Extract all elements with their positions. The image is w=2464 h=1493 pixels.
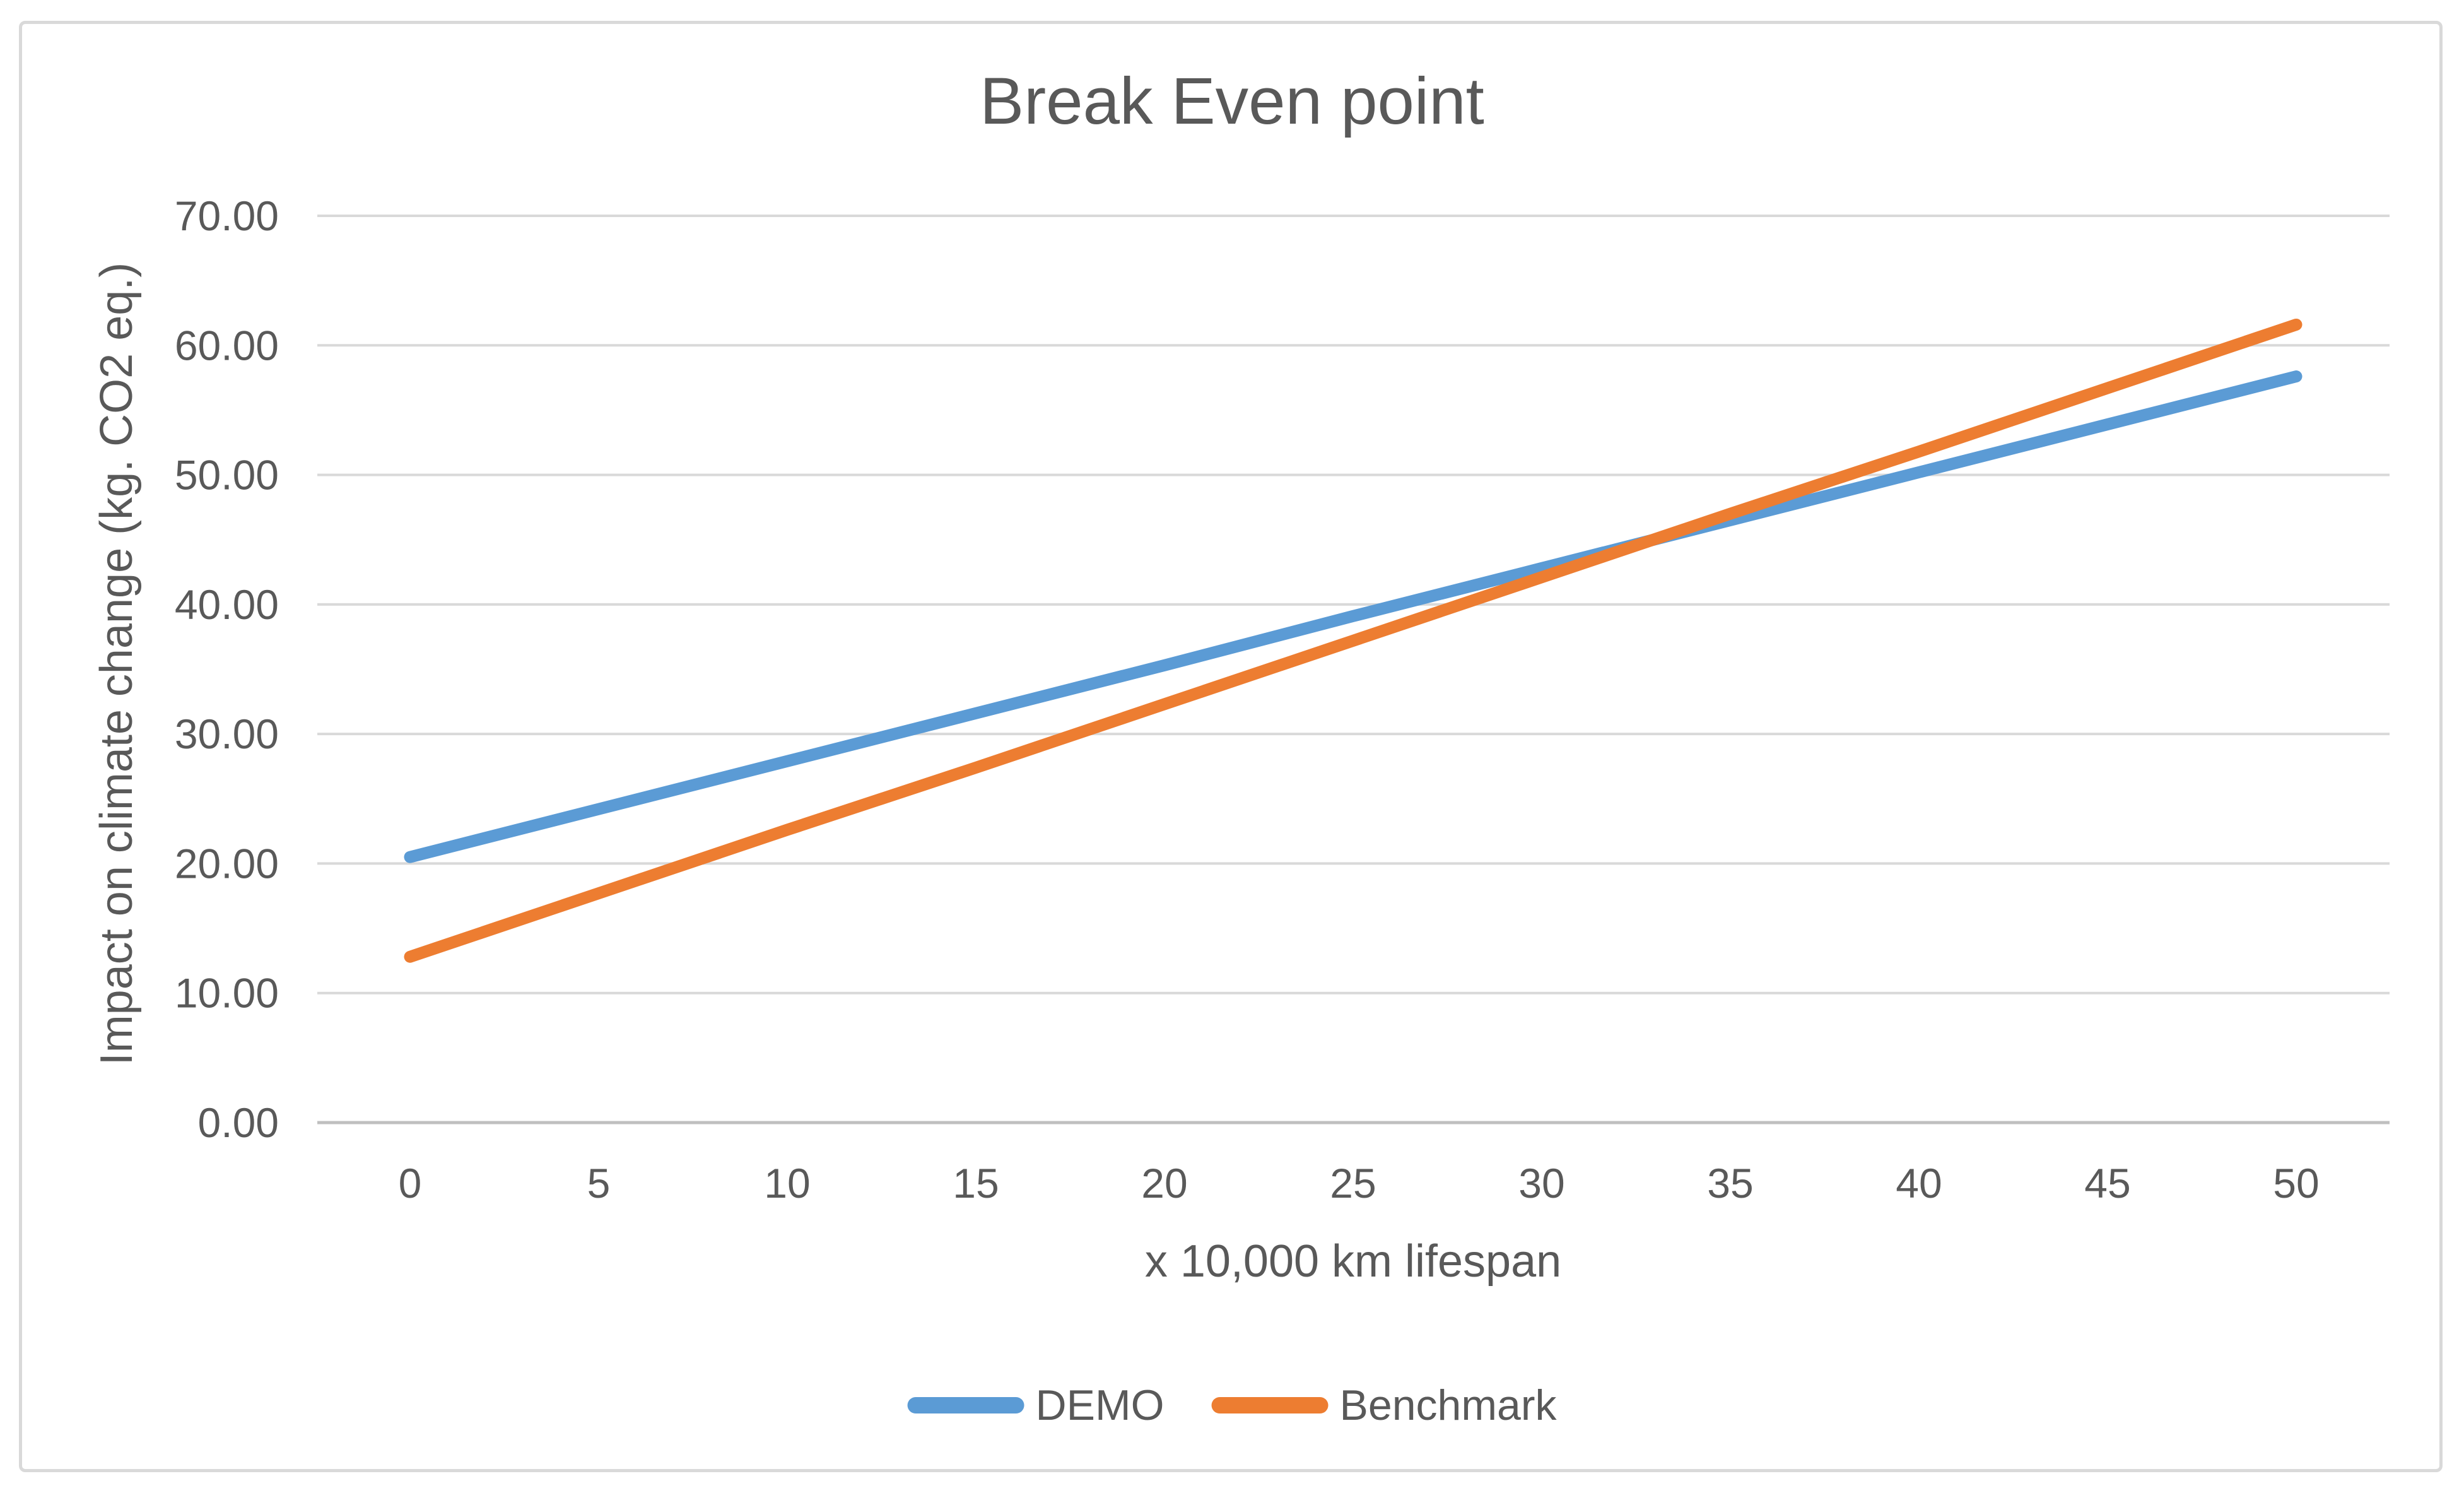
x-tick-label: 5 (587, 1160, 611, 1207)
x-tick-label: 25 (1330, 1160, 1376, 1207)
series-line-benchmark[interactable] (404, 318, 2303, 963)
legend-item-demo[interactable]: DEMO (907, 1381, 1165, 1430)
x-axis-title: x 10,000 km lifespan (1144, 1236, 1562, 1287)
y-tick-label: 30.00 (175, 711, 279, 757)
y-tick-label: 50.00 (175, 452, 279, 499)
legend: DEMO Benchmark (907, 1381, 1557, 1430)
x-tick-label: 20 (1141, 1160, 1187, 1207)
x-tick-label: 10 (764, 1160, 810, 1207)
chart-title: Break Even point (980, 64, 1484, 138)
chart-border (19, 21, 2443, 1472)
legend-item-benchmark[interactable]: Benchmark (1211, 1381, 1557, 1430)
legend-swatch-demo (907, 1397, 1024, 1413)
legend-label: Benchmark (1339, 1381, 1557, 1429)
y-tick-label: 40.00 (175, 581, 279, 628)
y-tick-label: 10.00 (175, 970, 279, 1017)
x-tick-label: 45 (2084, 1160, 2130, 1207)
y-axis-title: Impact on climate change (kg. CO2 eq.) (91, 262, 142, 1066)
legend-swatch-benchmark (1211, 1397, 1329, 1413)
series-line-demo[interactable] (404, 370, 2303, 863)
y-tick-label: 20.00 (175, 840, 279, 887)
x-tick-label: 15 (953, 1160, 999, 1207)
x-tick-label: 0 (399, 1160, 422, 1207)
y-tick-label: 0.00 (198, 1099, 279, 1146)
y-tick-label: 70.00 (175, 192, 279, 239)
legend-label: DEMO (1035, 1381, 1165, 1429)
y-tick-label: 60.00 (175, 322, 279, 369)
x-tick-label: 40 (1896, 1160, 1942, 1207)
x-tick-label: 30 (1518, 1160, 1564, 1207)
x-tick-label: 35 (1707, 1160, 1753, 1207)
x-tick-label: 50 (2273, 1160, 2319, 1207)
